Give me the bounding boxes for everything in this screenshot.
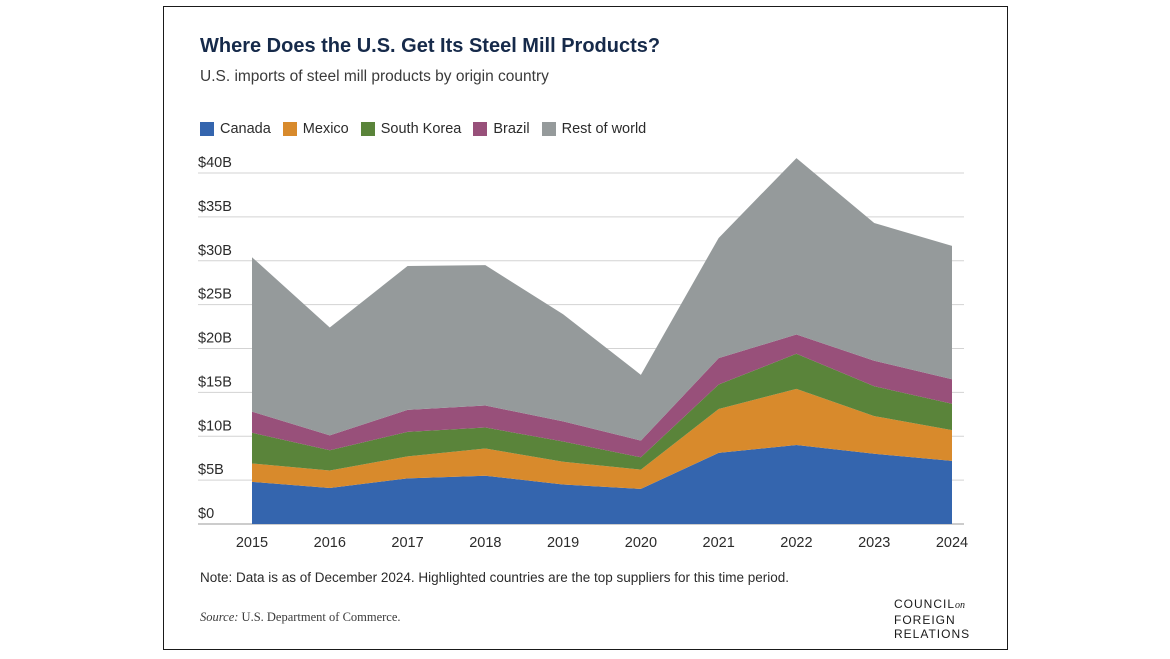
logo-line1: COUNCIL [894,597,956,611]
chart-legend: Canada Mexico South Korea Brazil Rest of wor… [200,121,658,137]
area-series-canada [252,445,952,524]
legend-item-brazil: Brazil [473,121,530,137]
legend-swatch [282,122,297,136]
area-series-rest-of-world [252,158,952,441]
y-tick-labels: $0 $5B $10B $15B $20B $25B $30B $35B $40B [198,155,232,522]
chart-source: Source: U.S. Department of Commerce. [200,610,401,625]
legend-swatch [541,122,556,136]
legend-swatch [200,122,214,136]
x-tick-label: 2021 [703,535,735,551]
y-tick-label: $35B [198,199,232,215]
area-layer [252,158,952,524]
y-tick-label: $20B [198,331,232,347]
x-tick-label: 2022 [780,535,812,551]
x-tick-labels: 2015 2016 2017 2018 2019 2020 2021 2022 2023 2024 [236,535,968,551]
x-tick-label: 2020 [625,535,657,551]
y-tick-label: $40B [198,155,232,171]
source-text: U.S. Department of Commerce. [241,610,401,624]
x-tick-label: 2015 [236,535,268,551]
logo-line2: FOREIGN [894,613,956,627]
stacked-area-chart: $0$5B$10B$15B$20B$25B$30B$35B$40B 2015 20… [198,155,968,551]
y-tick-label: $0 [198,506,214,522]
y-tick-label: $30B [198,243,232,259]
legend-swatch [360,122,375,136]
logo-line1-small: on [955,600,966,611]
source-label: Source: [200,610,239,624]
legend-label: Canada [220,121,271,137]
logo-line3: RELATIONS [894,627,971,641]
area-series-south-korea [252,353,952,471]
area-series-mexico [252,388,952,489]
y-tick-label: $25B [198,287,232,303]
chart-note: Note: Data is as of December 2024. Highl… [200,570,790,585]
x-tick-label: 2016 [314,535,346,551]
legend-label: Brazil [493,121,530,137]
x-tick-label: 2018 [469,535,501,551]
y-tick-label: $10B [198,418,232,434]
legend-label: Mexico [302,121,349,137]
y-tick-label: $5B [198,462,224,478]
legend-item-mexico: Mexico [282,121,349,137]
legend-label: Rest of world [561,121,647,137]
legend-item-south-korea: South Korea [360,121,462,137]
x-tick-label: 2023 [858,535,890,551]
y-tick-label: $15B [198,374,232,390]
cfr-logo: COUNCILon FOREIGN RELATIONS [894,597,970,641]
area-series-brazil [252,334,952,458]
legend-item-canada: Canada [200,121,271,137]
chart-title: Where Does the U.S. Get Its Steel Mill P… [200,35,661,57]
x-tick-label: 2024 [936,535,968,551]
chart-card: Where Does the U.S. Get Its Steel Mill P… [163,6,1008,650]
x-tick-label: 2019 [547,535,579,551]
chart-subtitle: U.S. imports of steel mill products by o… [200,68,549,85]
x-tick-label: 2017 [391,535,423,551]
legend-swatch [473,122,488,136]
legend-label: South Korea [380,121,462,137]
legend-item-rest-of-world: Rest of world [541,121,647,137]
